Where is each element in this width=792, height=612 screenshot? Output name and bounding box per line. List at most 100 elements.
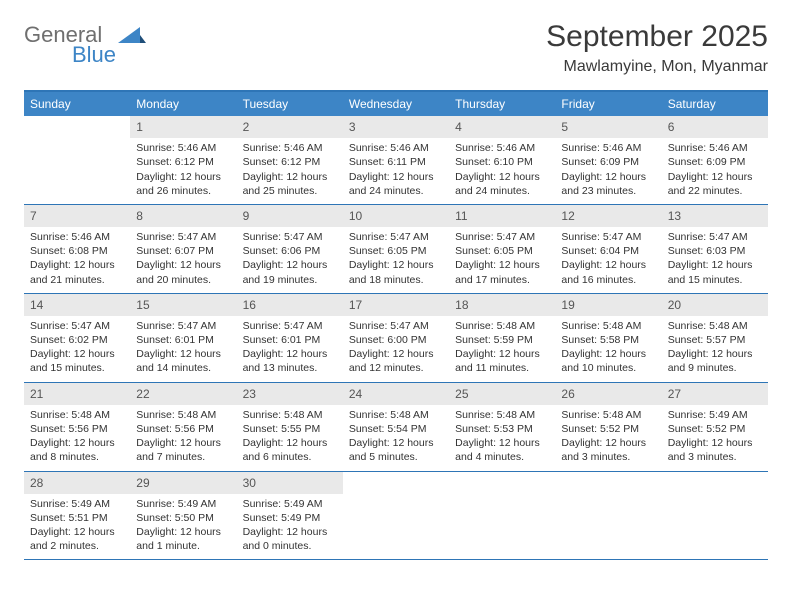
day-sunset: Sunset: 5:56 PM (136, 422, 230, 436)
day-sunset: Sunset: 5:52 PM (561, 422, 655, 436)
day-body: Sunrise: 5:49 AMSunset: 5:51 PMDaylight:… (24, 494, 130, 560)
day-number: 13 (662, 205, 768, 227)
weekday-heading: Saturday (662, 92, 768, 116)
day-body: Sunrise: 5:46 AMSunset: 6:10 PMDaylight:… (449, 138, 555, 204)
day-body: Sunrise: 5:49 AMSunset: 5:50 PMDaylight:… (130, 494, 236, 560)
day-sunset: Sunset: 6:00 PM (349, 333, 443, 347)
week-row: 7Sunrise: 5:46 AMSunset: 6:08 PMDaylight… (24, 205, 768, 294)
day-sunset: Sunset: 5:54 PM (349, 422, 443, 436)
day-day1: Daylight: 12 hours (136, 258, 230, 272)
day-body: Sunrise: 5:47 AMSunset: 6:07 PMDaylight:… (130, 227, 236, 293)
day-number: 27 (662, 383, 768, 405)
day-sunrise: Sunrise: 5:48 AM (243, 408, 337, 422)
day-cell: 29Sunrise: 5:49 AMSunset: 5:50 PMDayligh… (130, 472, 236, 560)
day-body: Sunrise: 5:47 AMSunset: 6:05 PMDaylight:… (343, 227, 449, 293)
day-cell: 3Sunrise: 5:46 AMSunset: 6:11 PMDaylight… (343, 116, 449, 204)
day-body: Sunrise: 5:48 AMSunset: 5:57 PMDaylight:… (662, 316, 768, 382)
month-title: September 2025 (546, 20, 768, 54)
day-body: Sunrise: 5:48 AMSunset: 5:59 PMDaylight:… (449, 316, 555, 382)
day-body: Sunrise: 5:46 AMSunset: 6:11 PMDaylight:… (343, 138, 449, 204)
day-sunrise: Sunrise: 5:48 AM (455, 319, 549, 333)
day-number: 18 (449, 294, 555, 316)
day-day2: and 23 minutes. (561, 184, 655, 198)
day-body: Sunrise: 5:48 AMSunset: 5:54 PMDaylight:… (343, 405, 449, 471)
day-sunset: Sunset: 5:53 PM (455, 422, 549, 436)
day-sunset: Sunset: 6:03 PM (668, 244, 762, 258)
day-body: Sunrise: 5:47 AMSunset: 6:00 PMDaylight:… (343, 316, 449, 382)
day-day2: and 26 minutes. (136, 184, 230, 198)
day-cell: 28Sunrise: 5:49 AMSunset: 5:51 PMDayligh… (24, 472, 130, 560)
day-sunrise: Sunrise: 5:47 AM (561, 230, 655, 244)
day-day1: Daylight: 12 hours (561, 258, 655, 272)
day-number: 2 (237, 116, 343, 138)
day-number: 16 (237, 294, 343, 316)
day-day2: and 12 minutes. (349, 361, 443, 375)
weeks-container: 1Sunrise: 5:46 AMSunset: 6:12 PMDaylight… (24, 116, 768, 560)
day-day1: Daylight: 12 hours (30, 436, 124, 450)
day-cell: 13Sunrise: 5:47 AMSunset: 6:03 PMDayligh… (662, 205, 768, 293)
day-cell: 10Sunrise: 5:47 AMSunset: 6:05 PMDayligh… (343, 205, 449, 293)
day-number: 14 (24, 294, 130, 316)
day-day2: and 15 minutes. (668, 273, 762, 287)
day-body: Sunrise: 5:46 AMSunset: 6:09 PMDaylight:… (662, 138, 768, 204)
day-number: 17 (343, 294, 449, 316)
weekday-heading: Sunday (24, 92, 130, 116)
day-sunset: Sunset: 6:12 PM (136, 155, 230, 169)
day-day1: Daylight: 12 hours (455, 170, 549, 184)
day-sunrise: Sunrise: 5:46 AM (136, 141, 230, 155)
weekday-header-row: Sunday Monday Tuesday Wednesday Thursday… (24, 92, 768, 116)
day-sunrise: Sunrise: 5:46 AM (349, 141, 443, 155)
location: Mawlamyine, Mon, Myanmar (546, 58, 768, 76)
day-sunset: Sunset: 5:50 PM (136, 511, 230, 525)
day-sunrise: Sunrise: 5:49 AM (30, 497, 124, 511)
calendar: Sunday Monday Tuesday Wednesday Thursday… (24, 90, 768, 560)
day-cell: 20Sunrise: 5:48 AMSunset: 5:57 PMDayligh… (662, 294, 768, 382)
logo-text: General Blue (24, 24, 116, 66)
day-day2: and 15 minutes. (30, 361, 124, 375)
day-day2: and 18 minutes. (349, 273, 443, 287)
logo-word-2: Blue (72, 44, 116, 66)
weekday-heading: Tuesday (237, 92, 343, 116)
day-number: 10 (343, 205, 449, 227)
day-sunrise: Sunrise: 5:49 AM (668, 408, 762, 422)
day-day2: and 8 minutes. (30, 450, 124, 464)
day-number: 25 (449, 383, 555, 405)
week-row: 1Sunrise: 5:46 AMSunset: 6:12 PMDaylight… (24, 116, 768, 205)
day-day2: and 20 minutes. (136, 273, 230, 287)
day-cell: 23Sunrise: 5:48 AMSunset: 5:55 PMDayligh… (237, 383, 343, 471)
day-day1: Daylight: 12 hours (349, 258, 443, 272)
day-body: Sunrise: 5:47 AMSunset: 6:01 PMDaylight:… (237, 316, 343, 382)
day-day1: Daylight: 12 hours (668, 436, 762, 450)
day-number: 30 (237, 472, 343, 494)
day-sunrise: Sunrise: 5:47 AM (349, 230, 443, 244)
title-block: September 2025 Mawlamyine, Mon, Myanmar (546, 20, 768, 76)
day-sunrise: Sunrise: 5:46 AM (561, 141, 655, 155)
day-day2: and 14 minutes. (136, 361, 230, 375)
day-cell: 8Sunrise: 5:47 AMSunset: 6:07 PMDaylight… (130, 205, 236, 293)
day-day2: and 7 minutes. (136, 450, 230, 464)
day-day1: Daylight: 12 hours (243, 347, 337, 361)
empty-cell (343, 472, 449, 560)
day-day2: and 2 minutes. (30, 539, 124, 553)
day-day1: Daylight: 12 hours (30, 525, 124, 539)
day-day1: Daylight: 12 hours (30, 258, 124, 272)
day-number: 7 (24, 205, 130, 227)
day-sunrise: Sunrise: 5:47 AM (455, 230, 549, 244)
day-sunset: Sunset: 5:58 PM (561, 333, 655, 347)
day-body: Sunrise: 5:46 AMSunset: 6:08 PMDaylight:… (24, 227, 130, 293)
day-day1: Daylight: 12 hours (561, 436, 655, 450)
day-number: 28 (24, 472, 130, 494)
day-cell: 15Sunrise: 5:47 AMSunset: 6:01 PMDayligh… (130, 294, 236, 382)
day-cell: 14Sunrise: 5:47 AMSunset: 6:02 PMDayligh… (24, 294, 130, 382)
day-sunrise: Sunrise: 5:49 AM (243, 497, 337, 511)
day-day2: and 24 minutes. (455, 184, 549, 198)
header: General Blue September 2025 Mawlamyine, … (24, 20, 768, 76)
day-number: 4 (449, 116, 555, 138)
day-body: Sunrise: 5:47 AMSunset: 6:06 PMDaylight:… (237, 227, 343, 293)
day-sunrise: Sunrise: 5:47 AM (243, 319, 337, 333)
day-body: Sunrise: 5:47 AMSunset: 6:04 PMDaylight:… (555, 227, 661, 293)
day-sunset: Sunset: 5:51 PM (30, 511, 124, 525)
day-sunrise: Sunrise: 5:48 AM (136, 408, 230, 422)
day-day1: Daylight: 12 hours (455, 436, 549, 450)
day-sunrise: Sunrise: 5:48 AM (30, 408, 124, 422)
